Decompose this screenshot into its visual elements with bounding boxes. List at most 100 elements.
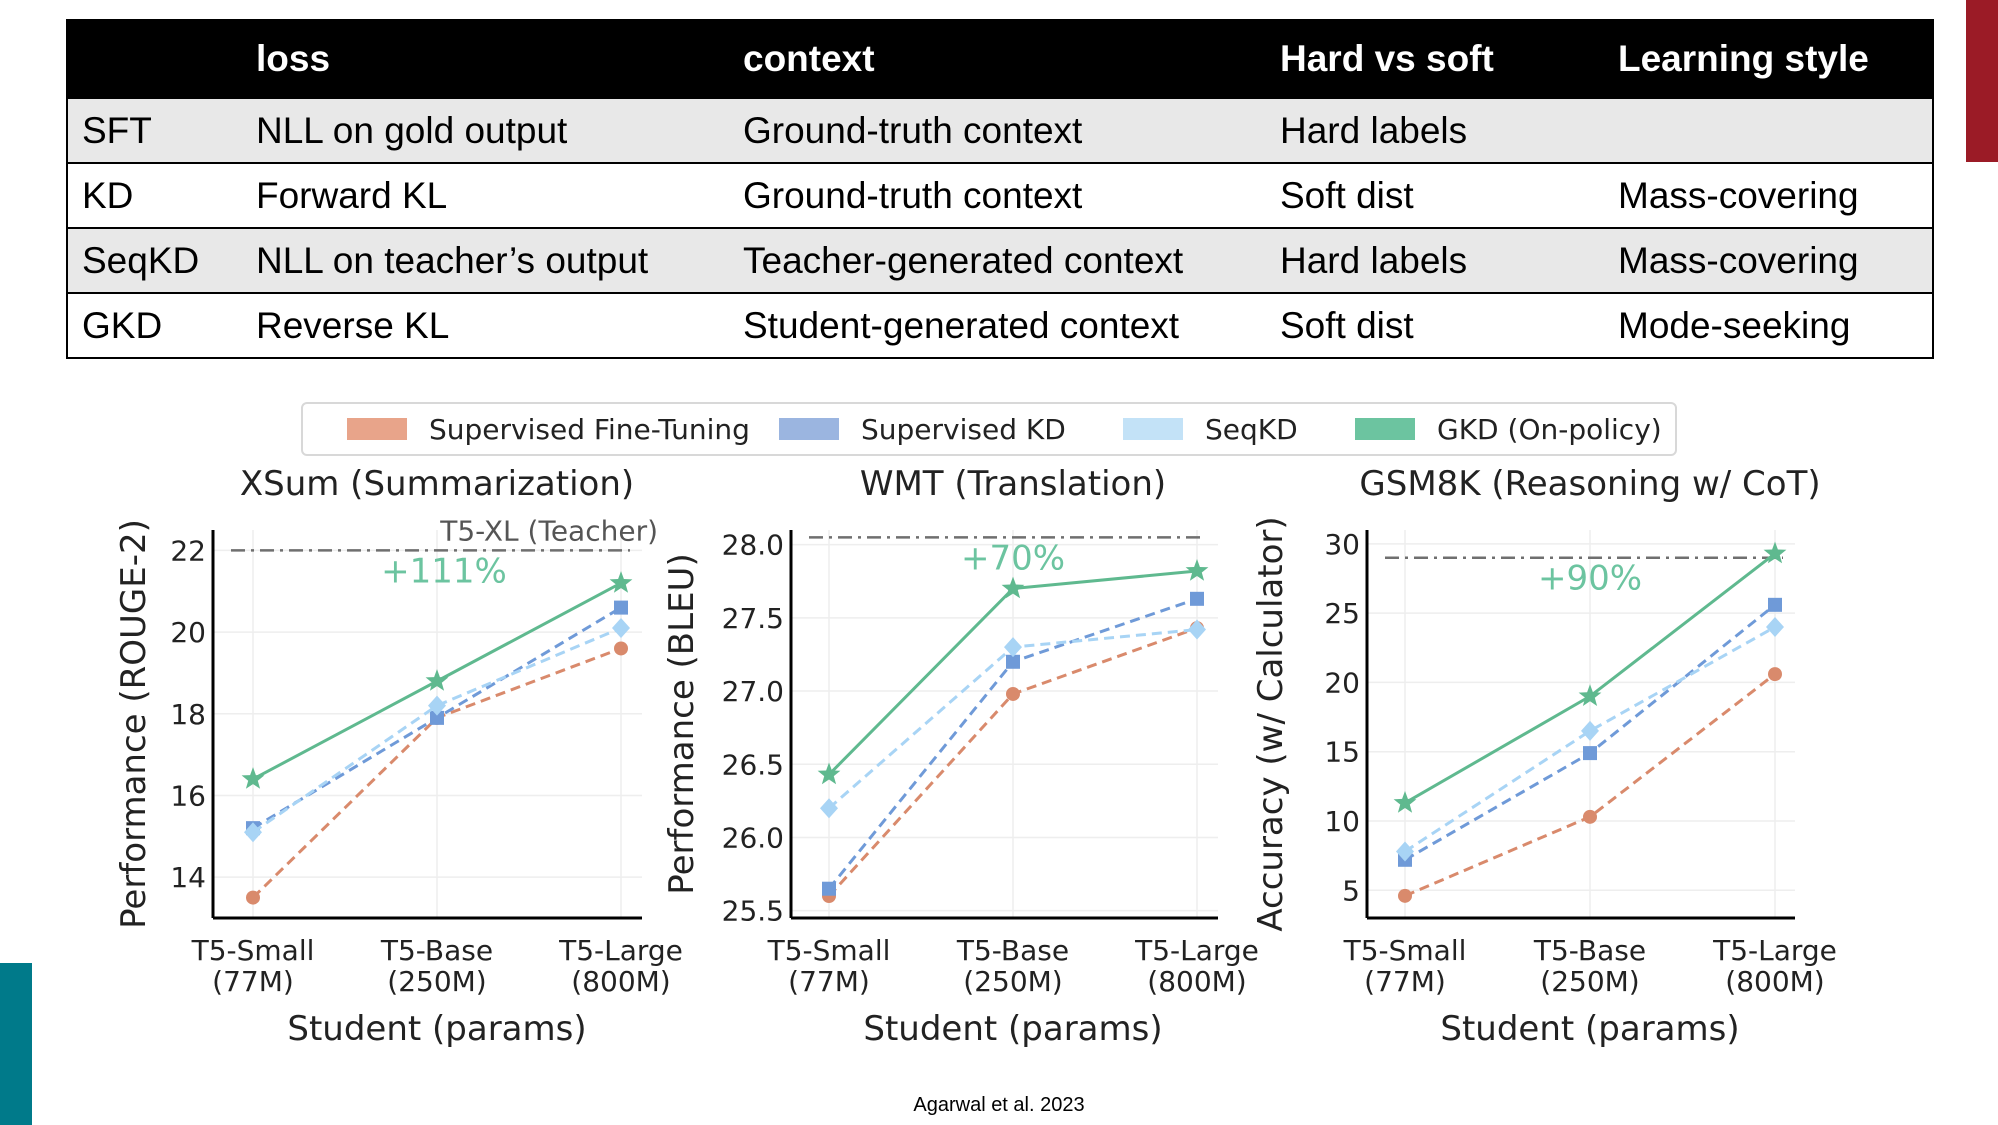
data-point-kd [1006, 654, 1020, 669]
table-header-cell: context [729, 20, 1266, 98]
accent-bar-teal [0, 963, 32, 1125]
table-row: SFT NLL on gold output Ground-truth cont… [67, 97, 1933, 163]
x-tick-label-line: T5-Small [1343, 934, 1467, 967]
table-row: GKD Reverse KL Student-generated context… [67, 292, 1933, 358]
data-point-gkd [1393, 791, 1417, 813]
teacher-label: T5-XL (Teacher) [439, 514, 658, 547]
x-tick-label-line: (77M) [1364, 965, 1446, 998]
legend-label: Supervised KD [861, 412, 1066, 446]
table-cell: NLL on gold output [242, 97, 729, 163]
data-point-gkd [1001, 576, 1025, 599]
y-tick-label: 14 [170, 861, 206, 894]
x-tick-label: T5-Base (250M) [956, 934, 1069, 998]
improvement-annotation: +70% [961, 538, 1065, 578]
data-point-seqkd [1004, 637, 1022, 658]
series-line-seqkd [252, 626, 622, 834]
data-point-sft [1583, 809, 1597, 824]
data-point-seqkd [1396, 841, 1414, 862]
x-tick-label-line: (77M) [788, 965, 870, 998]
y-tick-label: 20 [1324, 666, 1360, 699]
table-cell: KD [67, 162, 242, 228]
y-tick-label: 26.0 [722, 821, 784, 854]
data-point-gkd [241, 767, 265, 789]
data-point-gkd [1763, 541, 1787, 564]
table-header-cell [67, 20, 242, 98]
x-tick-label-line: (800M) [1147, 965, 1246, 998]
x-tick-label-line: T5-Large [1134, 934, 1259, 967]
y-tick-label: 25.5 [722, 895, 784, 928]
x-tick-label: T5-Large (800M) [1712, 934, 1837, 998]
legend-item-kd: Supervised KD [779, 404, 1066, 454]
table-cell: Student-generated context [729, 292, 1266, 358]
data-point-sft [1398, 888, 1412, 903]
table-cell: Ground-truth context [729, 97, 1266, 163]
comparison-table: loss context Hard vs soft Learning style… [66, 19, 1934, 359]
x-tick-label-line: (800M) [571, 965, 670, 998]
table-cell: Reverse KL [242, 292, 729, 358]
table-header-cell: loss [242, 20, 729, 98]
x-axis-label: Student (params) [1440, 1009, 1739, 1049]
legend-swatch-gkd [1355, 418, 1415, 440]
y-tick-label: 25 [1324, 597, 1360, 630]
table-header-cell: Learning style [1604, 20, 1933, 98]
data-point-seqkd [612, 618, 630, 639]
y-axis-label: Performance (ROUGE-2) [114, 519, 154, 929]
legend-label: GKD (On-policy) [1437, 412, 1662, 446]
x-tick-label-line: T5-Small [767, 934, 891, 967]
table-cell: Mass-covering [1604, 162, 1933, 228]
y-tick-label: 10 [1324, 805, 1360, 838]
x-tick-label-line: (800M) [1725, 965, 1824, 998]
data-point-seqkd [1581, 720, 1599, 741]
y-tick-label: 18 [170, 698, 206, 731]
x-tick-label-line: (250M) [963, 965, 1062, 998]
accent-bar-red [1966, 0, 1998, 162]
x-tick-label-line: T5-Large [1712, 934, 1837, 967]
table-cell: SeqKD [67, 227, 242, 293]
legend-item-gkd: GKD (On-policy) [1355, 404, 1662, 454]
chart-panel-1: 14 16 18 20 22 T5-Small (77M) T5-Base (250M) T5-L… [114, 464, 683, 1049]
table-cell: Mass-covering [1604, 227, 1933, 293]
data-point-kd [1583, 746, 1597, 761]
citation: Agarwal et al. 2023 [913, 1094, 1085, 1116]
table-header-cell: Hard vs soft [1266, 20, 1604, 98]
data-point-seqkd [1188, 619, 1206, 640]
y-axis-label: Accuracy (w/ Calculator) [1251, 516, 1291, 931]
table-cell: Forward KL [242, 162, 729, 228]
y-tick-label: 15 [1324, 736, 1360, 769]
table-cell: Soft dist [1266, 162, 1604, 228]
x-tick-label-line: T5-Small [191, 934, 315, 967]
table-cell: Soft dist [1266, 292, 1604, 358]
table-cell: Mode-seeking [1604, 292, 1933, 358]
data-point-gkd [817, 762, 841, 785]
y-tick-label: 5 [1342, 874, 1360, 907]
data-point-sft [1006, 686, 1020, 701]
chart-title: WMT (Translation) [860, 464, 1166, 504]
x-tick-label-line: T5-Base [1533, 934, 1646, 967]
x-tick-label-line: T5-Base [380, 934, 493, 967]
chart-title: GSM8K (Reasoning w/ CoT) [1359, 464, 1820, 504]
y-tick-label: 22 [170, 534, 206, 567]
x-tick-label: T5-Small (77M) [767, 934, 891, 998]
table-row: KD Forward KL Ground-truth context Soft … [67, 162, 1933, 228]
table-cell: SFT [67, 97, 242, 163]
x-tick-label: T5-Small (77M) [1343, 934, 1467, 998]
data-point-kd [614, 600, 628, 615]
table-cell: Hard labels [1266, 97, 1604, 163]
data-point-kd [822, 881, 836, 896]
chart-title: XSum (Summarization) [240, 464, 634, 504]
table-cell: GKD [67, 292, 242, 358]
data-point-kd [430, 710, 444, 725]
series-line-seqkd [1404, 625, 1776, 853]
data-point-kd [1768, 597, 1782, 612]
x-tick-label-line: (250M) [387, 965, 486, 998]
legend-item-seqkd: SeqKD [1123, 404, 1298, 454]
table-header-row: loss context Hard vs soft Learning style [67, 20, 1933, 98]
table-cell: NLL on teacher’s output [242, 227, 729, 293]
legend-label: SeqKD [1205, 412, 1298, 446]
data-point-seqkd [1766, 617, 1784, 637]
x-tick-label-line: T5-Large [558, 934, 683, 967]
y-axis-label: Performance (BLEU) [662, 553, 702, 894]
data-point-sft [614, 641, 628, 656]
